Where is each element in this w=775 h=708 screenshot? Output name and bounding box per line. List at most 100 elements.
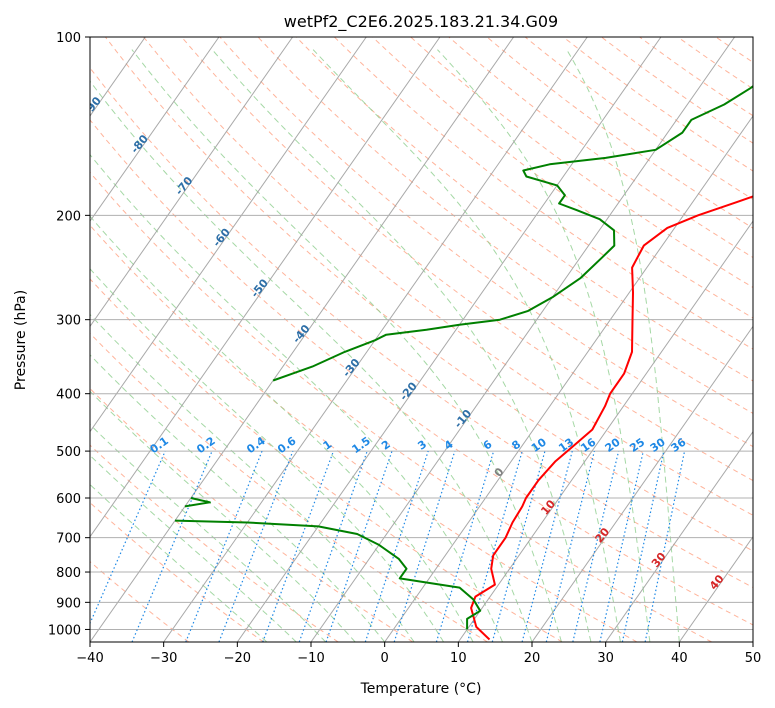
moist-adiabat [90, 215, 474, 642]
y-tick-label: 600 [56, 492, 81, 507]
dry-adiabat [90, 67, 753, 589]
dry-adiabat [410, 37, 753, 289]
mixing-ratio-label: 0.1 [147, 434, 170, 456]
isotherm [310, 37, 736, 642]
mixing-ratio-label: 3 [415, 438, 429, 453]
dry-adiabat [486, 37, 753, 229]
x-tick-label: −40 [76, 651, 103, 666]
isotherm [90, 37, 441, 538]
dry-adiabat [334, 37, 753, 350]
mixing-ratio-label: 36 [669, 435, 689, 455]
x-tick-label: −30 [150, 651, 177, 666]
mixing-ratio-label: 10 [529, 435, 549, 455]
isotherm [90, 37, 367, 433]
moist-adiabat [211, 49, 592, 642]
y-axis: 100 200 300 400 500 600 700 800 900 1000 [48, 31, 90, 638]
mixing-ratio-label: 8 [509, 438, 523, 453]
mixing-ratio-label: 4 [442, 438, 456, 453]
mixing-ratio-label: 20 [603, 435, 623, 455]
temperature-line [470, 195, 753, 641]
mixing-ratio-line [545, 450, 595, 642]
dry-adiabat [90, 119, 753, 626]
y-tick-label: 400 [56, 388, 81, 403]
x-tick-label: 10 [450, 651, 467, 666]
isotherm-label: 0 [492, 465, 507, 479]
mixing-ratio-line [572, 450, 620, 642]
moist-adiabat [90, 268, 445, 642]
mixing-ratio-line [262, 450, 335, 642]
y-tick-label: 500 [56, 445, 81, 460]
moist-adiabat [90, 423, 327, 642]
dry-adiabat [90, 444, 339, 642]
mixing-ratio-label: 2 [379, 438, 393, 453]
mixing-ratio-line [90, 450, 166, 625]
isotherm-label: -100 [30, 56, 58, 86]
x-tick-label: 20 [524, 651, 541, 666]
chart-title: wetPf2_C2E6.2025.183.21.34.G09 [284, 12, 558, 32]
dewpoint-upper-segment-line [184, 497, 211, 508]
x-axis: −40 −30 −20 −10 0 10 20 30 40 50 [76, 642, 761, 666]
mixing-ratio-line [621, 450, 665, 642]
moist-adiabat [90, 313, 415, 642]
mixing-ratio-line [466, 450, 523, 642]
dry-adiabat [677, 37, 753, 90]
dewpoint-line [174, 519, 482, 630]
mixing-ratio-label: 25 [627, 436, 647, 455]
dry-adiabat [90, 387, 414, 642]
x-tick-label: 0 [381, 651, 389, 666]
x-tick-label: 30 [597, 651, 614, 666]
dry-adiabat [601, 37, 753, 144]
dry-adiabat [104, 37, 753, 552]
mixing-ratio-line [521, 450, 573, 642]
dry-adiabat [90, 171, 712, 642]
dry-adiabat [219, 37, 753, 448]
mixing-ratio-line [599, 450, 644, 642]
y-tick-label: 200 [56, 209, 81, 224]
mixing-ratio-line [364, 450, 429, 642]
isotherm [90, 37, 220, 223]
isotherm-label: 30 [649, 550, 669, 570]
x-tick-label: −20 [224, 651, 251, 666]
isotherm-label: -20 [397, 379, 420, 403]
isotherm [384, 115, 753, 642]
plot-frame [89, 36, 754, 643]
dry-adiabat [90, 501, 264, 642]
mixing-ratio-line [435, 450, 495, 642]
moist-adiabat [90, 80, 533, 642]
isotherm-label: -50 [248, 276, 271, 300]
mixing-ratio-line [298, 450, 368, 642]
mixing-ratio-line [644, 450, 686, 642]
mixing-ratio-label: 6 [481, 438, 495, 453]
pressure-grid [90, 37, 753, 630]
x-tick-label: 50 [745, 651, 762, 666]
dry-adiabat [448, 37, 753, 259]
mixing-ratio-label: 0.2 [194, 434, 217, 456]
dry-adiabat [90, 278, 563, 642]
x-axis-title: Temperature (°C) [360, 681, 482, 697]
moist-adiabat [90, 153, 503, 642]
mixing-ratio-line [325, 450, 393, 642]
x-tick-label: 40 [671, 651, 688, 666]
y-tick-label: 900 [56, 596, 81, 611]
isotherm-label: 10 [538, 497, 558, 517]
isotherm-label: -80 [128, 132, 151, 156]
moist-adiabat [90, 483, 268, 642]
y-tick-label: 1000 [48, 623, 81, 638]
isotherm-label: -30 [340, 356, 363, 380]
moist-adiabat [90, 390, 356, 642]
dry-adiabat [754, 37, 775, 642]
dry-adiabat [295, 37, 753, 382]
y-tick-label: 700 [56, 532, 81, 547]
y-tick-label: 300 [56, 314, 81, 329]
isotherm [531, 325, 753, 642]
moist-adiabat [312, 49, 621, 642]
mixing-ratio-label: 0.4 [244, 434, 268, 456]
isotherm [457, 220, 753, 642]
dry-adiabat [181, 37, 753, 482]
isotherm [752, 641, 753, 642]
isotherm [90, 37, 294, 328]
moist-adiabat [437, 49, 651, 642]
mixing-ratio-label: 1 [321, 438, 335, 453]
dry-adiabat [372, 37, 753, 319]
y-axis-title: Pressure (hPa) [13, 290, 29, 390]
